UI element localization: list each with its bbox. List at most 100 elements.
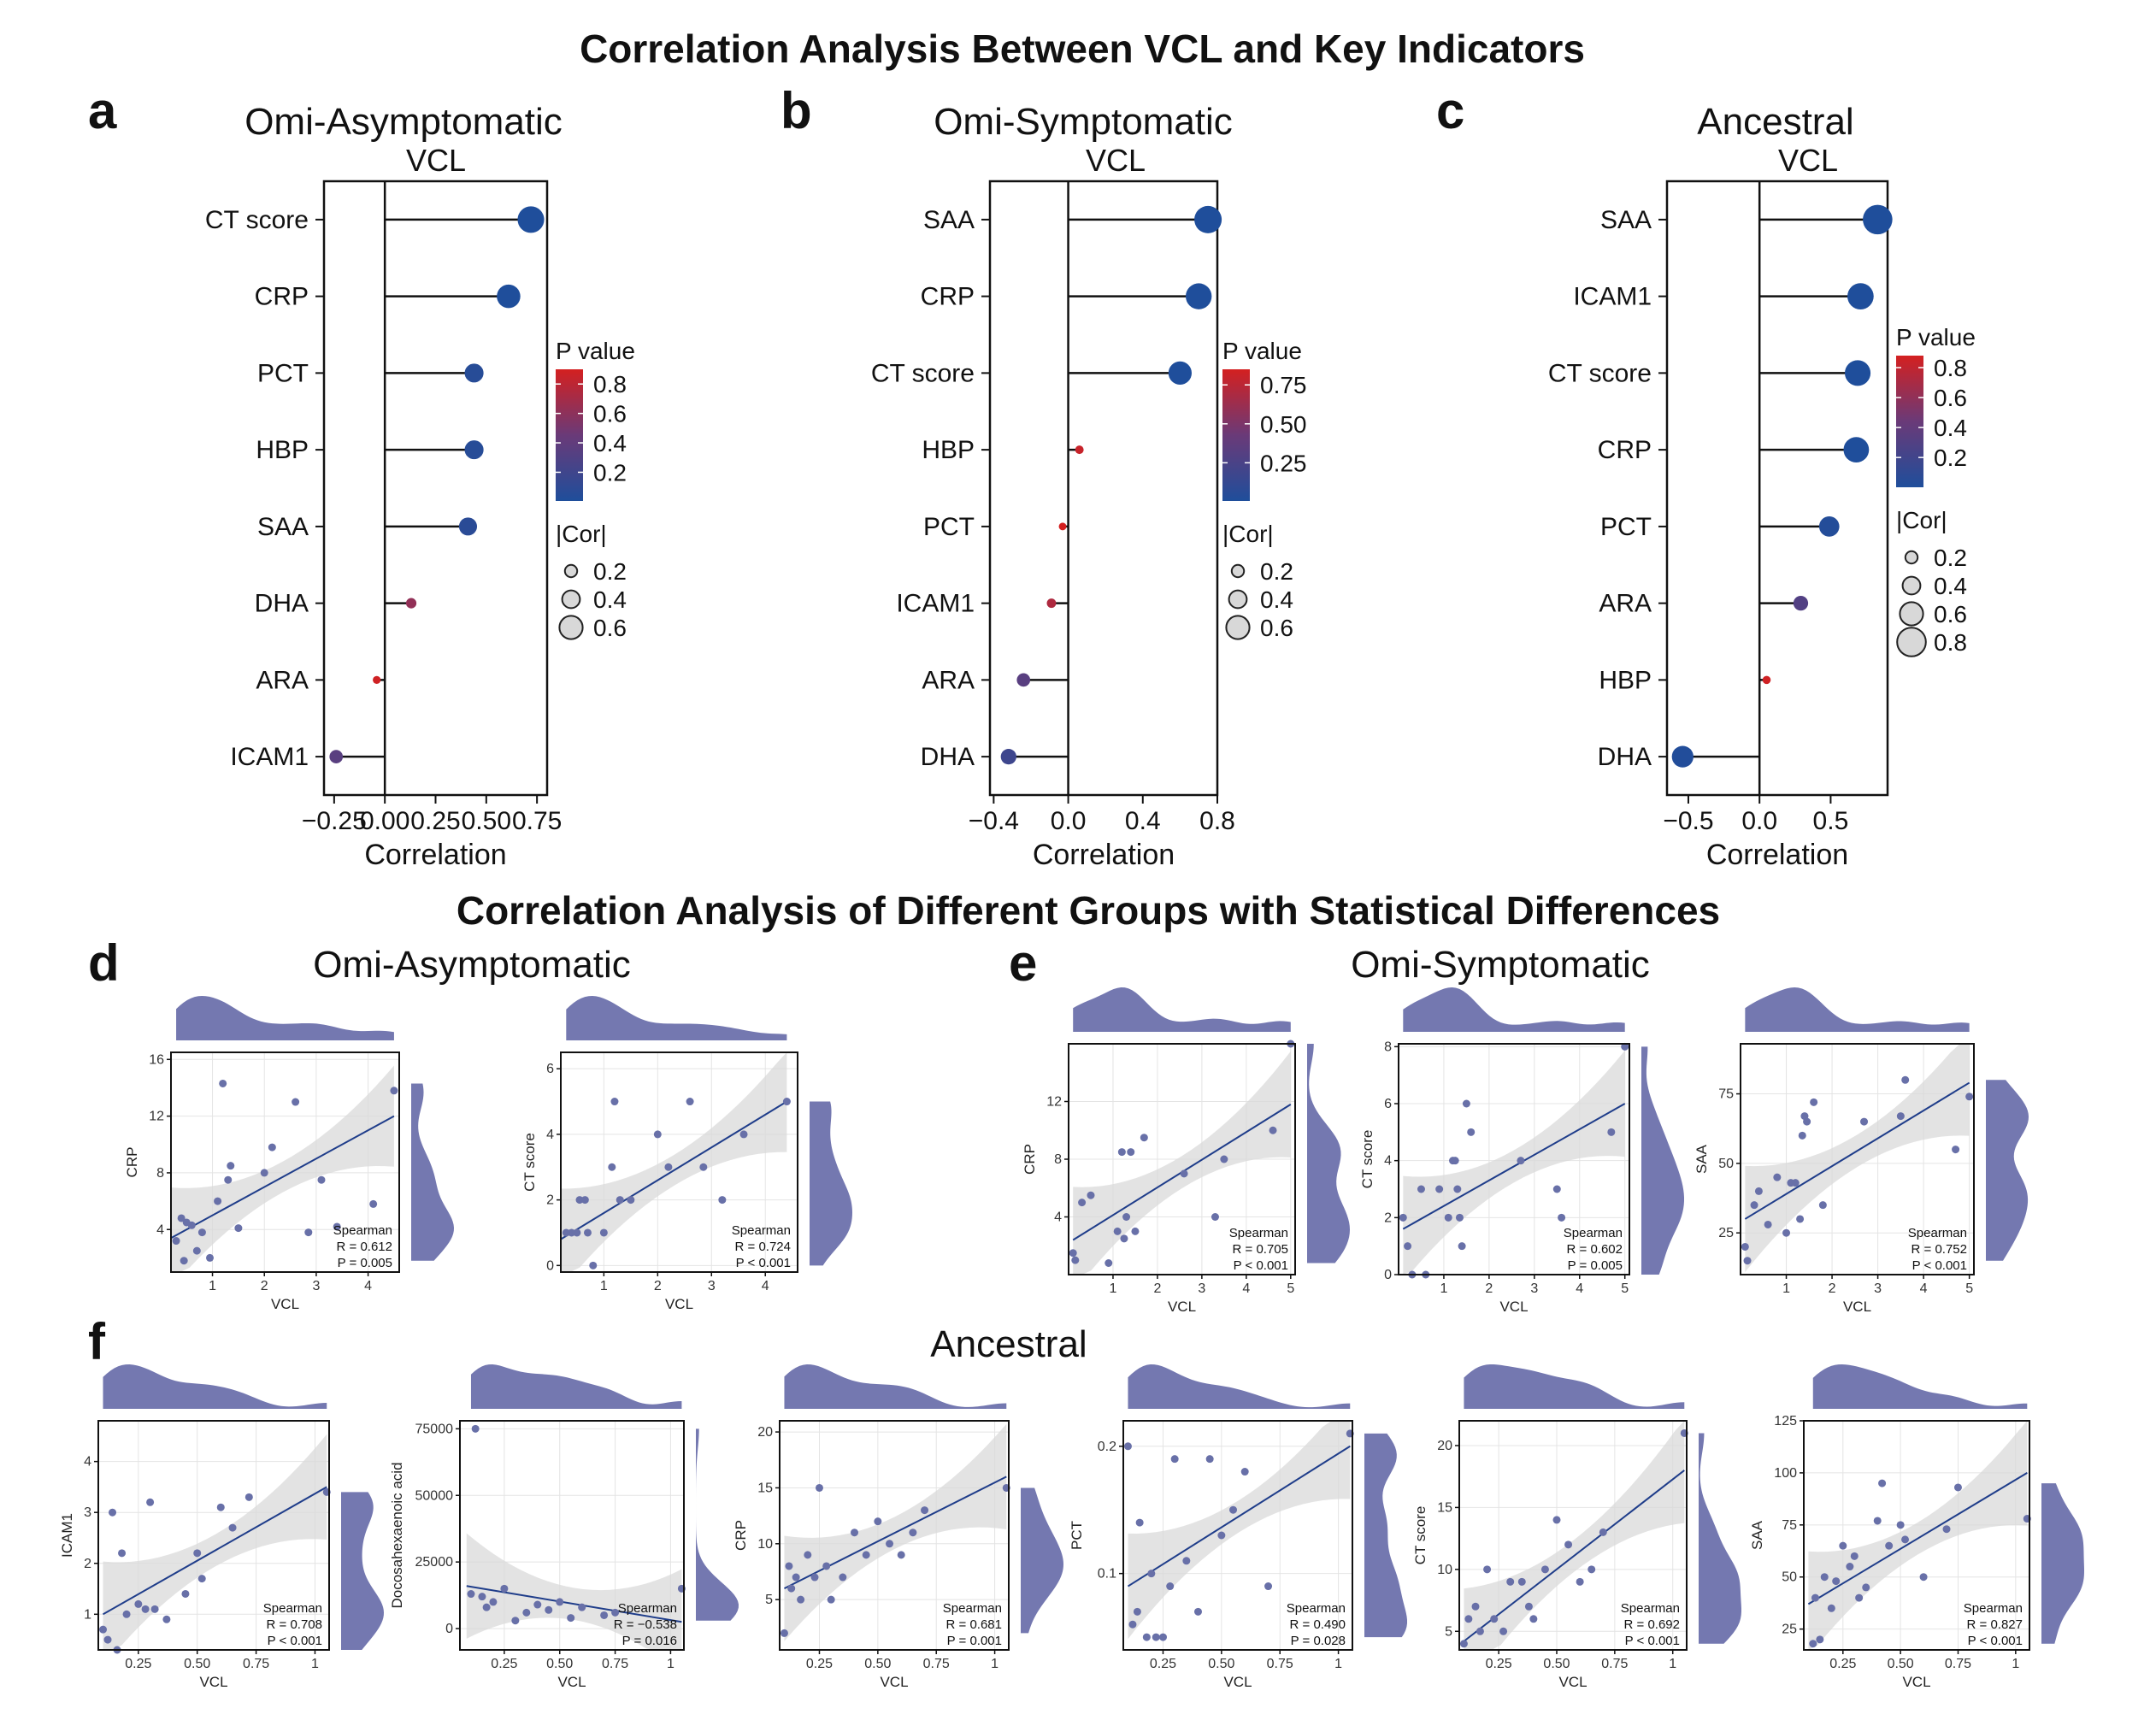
x-tick-label: 0.75 [1601, 1657, 1628, 1671]
scatter-point [1827, 1604, 1835, 1612]
category-label: ARA [256, 666, 309, 694]
panel-letter-d: d [88, 934, 120, 992]
scatter-point [197, 1228, 206, 1237]
x-tick-label: 0.0 [1741, 807, 1777, 835]
scatter-point [1878, 1479, 1887, 1487]
scatter-point [921, 1506, 929, 1515]
x-tick-label: 0.00 [360, 807, 409, 835]
scatter-point [192, 1246, 201, 1255]
spearman-stat-line: R = 0.681 [946, 1617, 1002, 1632]
scatter-point [1240, 1468, 1249, 1476]
size-legend-label: 0.8 [1934, 629, 1967, 656]
spearman-stat-line: Spearman [943, 1601, 1002, 1616]
plot-frame [1665, 180, 1889, 797]
lollipop-dot [517, 206, 545, 233]
scatter-point [1122, 1213, 1131, 1221]
scatter-point [214, 1197, 222, 1205]
y-tick-label: 15 [1437, 1500, 1452, 1515]
x-tick-label: 0.50 [546, 1657, 573, 1671]
confidence-band [466, 1533, 682, 1650]
scatter-point [511, 1617, 520, 1625]
scatter-point [1942, 1525, 1951, 1534]
scatter-point [1540, 1565, 1549, 1574]
scatter-point [1399, 1213, 1407, 1222]
colorbar-label: 0.6 [593, 401, 627, 427]
spearman-stat-line: Spearman [263, 1601, 322, 1616]
scatter-point [244, 1493, 253, 1501]
colorbar-label: 0.4 [593, 430, 627, 457]
x-tick-label: 4 [1576, 1281, 1583, 1296]
fit-line [1807, 1472, 2028, 1605]
x-tick-label: 0.75 [512, 807, 562, 835]
lollipop-dot [1762, 675, 1771, 685]
panel-letter-a: a [88, 82, 117, 139]
scatter-point [1839, 1541, 1847, 1550]
y-tick-label: 10 [757, 1537, 773, 1552]
x-tick-label: 3 [1530, 1281, 1538, 1296]
size-legend-label: 0.2 [1260, 558, 1293, 585]
category-label: CT score [871, 359, 975, 387]
top-density [1403, 987, 1625, 1032]
scatter-point [851, 1529, 859, 1537]
scatter-point [206, 1253, 215, 1262]
spearman-stat-line: Spearman [732, 1223, 791, 1238]
scatter-point [608, 1163, 616, 1171]
y-axis-label: CT score [1412, 1506, 1428, 1565]
scatter-point [1455, 1213, 1464, 1222]
scatter-point [1120, 1234, 1128, 1243]
top-density [784, 1364, 1007, 1409]
y-tick-label: 50 [1782, 1570, 1797, 1585]
x-tick-label: 0.8 [1199, 807, 1235, 835]
x-tick-label: 5 [1621, 1281, 1629, 1296]
scatter-point [122, 1610, 131, 1618]
scatter-point [792, 1573, 800, 1582]
colorbar-label: 0.25 [1260, 450, 1307, 476]
scatter-point [573, 1228, 581, 1237]
y-tick-label: 25 [1718, 1226, 1734, 1240]
fit-line [784, 1476, 1007, 1589]
scatter-point [1194, 1607, 1203, 1616]
scatter-point [780, 1629, 788, 1637]
scatter-point [1953, 1483, 1962, 1492]
y-tick-label: 1 [84, 1607, 91, 1622]
scatter-point [109, 1508, 117, 1517]
spearman-stat-line: Spearman [1964, 1601, 2023, 1616]
colorbar-label: 0.6 [1934, 385, 1967, 411]
scatter-point [1211, 1213, 1219, 1221]
panel-title-b: Omi-Symptomatic [934, 101, 1233, 143]
category-label: HBP [1599, 666, 1652, 694]
scatter-point [1607, 1128, 1616, 1136]
fit-line [103, 1486, 327, 1616]
y-tick-label: 25000 [415, 1555, 454, 1570]
scatter-point [1796, 1215, 1805, 1223]
scatter-point [1127, 1148, 1135, 1157]
x-axis-label: Correlation [1033, 839, 1175, 871]
scatter-point [1803, 1117, 1811, 1126]
scatter-point [862, 1551, 870, 1559]
x-tick-label: 4 [364, 1279, 372, 1293]
scatter-point [1750, 1201, 1758, 1210]
scatter-point [1113, 1227, 1122, 1235]
scatter-point [815, 1483, 823, 1492]
scatter-chart-e-ct-score: 1 2 3 4 5 0 2 4 6 8 VCL CT score Spearman R = 0.602P … [1359, 987, 1684, 1315]
scatter-point [1754, 1187, 1763, 1195]
lollipop-dot [464, 440, 484, 460]
spearman-stat-line: R = 0.490 [1290, 1617, 1346, 1632]
top-density [176, 996, 394, 1040]
y-axis-label: CRP [124, 1147, 140, 1178]
scatter-point [739, 1130, 748, 1139]
size-legend-dot [1901, 575, 1922, 596]
scatter-point [1158, 1633, 1167, 1641]
y-tick-label: 100 [1774, 1466, 1797, 1481]
scatter-point [1123, 1442, 1132, 1451]
x-axis-label: VCL [1499, 1299, 1528, 1315]
y-tick-label: 4 [1384, 1154, 1392, 1169]
spearman-stat-line: R = 0.602 [1567, 1242, 1623, 1257]
x-tick-label: 2 [261, 1279, 268, 1293]
spearman-stat-line: R = 0.612 [337, 1240, 392, 1254]
scatter-point [600, 1611, 609, 1619]
y-axis-label: CT score [521, 1133, 538, 1192]
scatter-point [1451, 1157, 1459, 1165]
x-tick-label: 3 [1874, 1281, 1882, 1296]
